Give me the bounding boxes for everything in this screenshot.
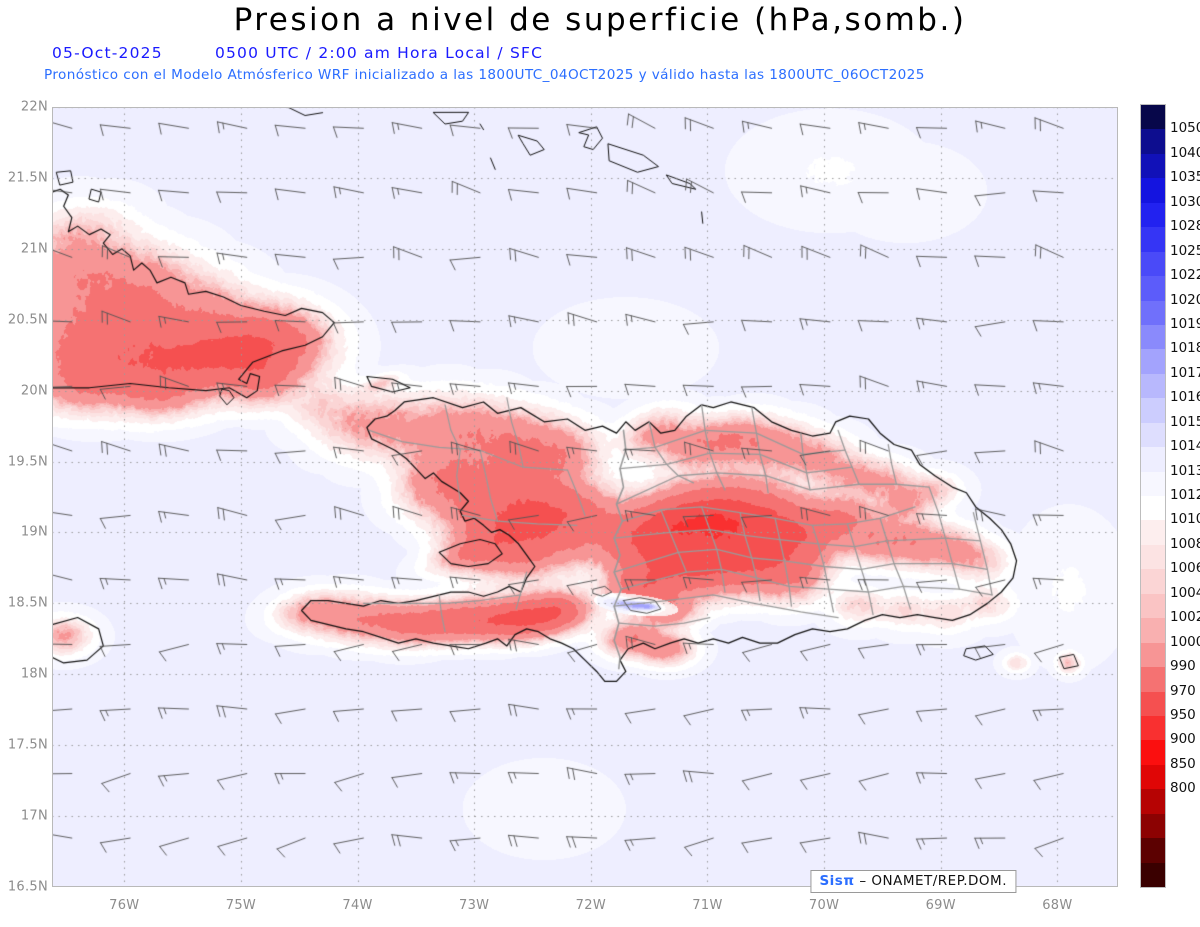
colorbar-tick-label: 1014: [1170, 438, 1200, 455]
colorbar-tick-label: 1028: [1170, 218, 1200, 235]
y-axis-tick-label: 21.5N: [7, 170, 48, 186]
colorbar-swatch: [1141, 300, 1165, 325]
colorbar-swatch: [1141, 764, 1165, 790]
y-axis-tick-label: 17.5N: [7, 737, 48, 753]
colorbar-swatch: [1141, 862, 1165, 887]
colorbar-swatch: [1141, 813, 1165, 839]
colorbar-tick-label: 1017: [1170, 364, 1200, 381]
colorbar-tick-label: 1030: [1170, 193, 1200, 210]
colorbar-swatch: [1141, 544, 1165, 570]
colorbar-tick-label: 1008: [1170, 535, 1200, 552]
colorbar-swatch: [1141, 667, 1165, 692]
colorbar-swatch: [1141, 324, 1165, 350]
colorbar-swatch: [1141, 520, 1165, 545]
colorbar-swatch: [1141, 373, 1165, 399]
colorbar-tick-label: 850: [1170, 755, 1196, 772]
colorbar-tick-label: 970: [1170, 682, 1196, 699]
colorbar-tick-label: 1022: [1170, 267, 1200, 284]
colorbar-tick-label: 900: [1170, 731, 1196, 748]
colorbar: [1140, 104, 1166, 888]
y-axis-tick-label: 20N: [20, 383, 48, 399]
colorbar-tick-label: 1012: [1170, 487, 1200, 503]
colorbar-tick-label: 1010: [1170, 511, 1200, 528]
colorbar-swatch: [1141, 618, 1165, 643]
y-axis-tick-label: 17N: [20, 808, 48, 824]
colorbar-swatch: [1141, 398, 1165, 423]
colorbar-tick-label: 1050: [1170, 120, 1200, 137]
colorbar-tick-label: 1025: [1170, 242, 1200, 259]
colorbar-swatch: [1141, 251, 1165, 277]
y-axis-tick-label: 21N: [20, 241, 48, 257]
colorbar-tick-label: 950: [1170, 706, 1196, 723]
x-axis-tick-label: 73W: [459, 898, 490, 913]
x-axis-tick-label: 70W: [808, 898, 840, 913]
logo-pi-symbol: π: [843, 873, 855, 889]
colorbar-tick-label: 1035: [1170, 169, 1200, 186]
y-axis-tick-label: 19N: [20, 524, 48, 540]
agency-logo: Sisπ – ONAMET/REP.DOM.: [810, 870, 1016, 893]
colorbar-swatch: [1141, 227, 1165, 252]
colorbar-swatch: [1141, 422, 1165, 448]
x-axis-tick-label: 68W: [1042, 898, 1073, 913]
y-axis-tick-label: 18N: [20, 666, 48, 682]
y-axis-tick-label: 22N: [20, 99, 48, 115]
colorbar-tick-label: 1018: [1170, 340, 1200, 357]
x-axis-tick-label: 75W: [225, 898, 257, 913]
colorbar-tick-label: 1019: [1170, 315, 1200, 332]
colorbar-tick-label: 800: [1170, 780, 1196, 797]
colorbar-swatch: [1141, 178, 1165, 203]
colorbar-swatch: [1141, 593, 1165, 619]
colorbar-swatch: [1141, 642, 1165, 668]
x-axis-tick-label: 71W: [692, 898, 723, 913]
colorbar-tick-label: 1020: [1170, 291, 1200, 308]
logo-org-text: – ONAMET/REP.DOM.: [859, 873, 1007, 889]
colorbar-swatch: [1141, 691, 1165, 716]
colorbar-swatch: [1141, 496, 1165, 521]
y-axis-tick-label: 16.5N: [7, 879, 48, 895]
colorbar-swatch: [1141, 105, 1165, 130]
y-axis-tick-label: 19.5N: [7, 454, 48, 470]
colorbar-swatch: [1141, 276, 1165, 301]
forecast-description: Pronóstico con el Modelo Atmósferico WRF…: [44, 67, 925, 83]
colorbar-swatch: [1141, 569, 1165, 594]
map-plot-area: [52, 107, 1118, 887]
colorbar-tick-label: 1015: [1170, 413, 1200, 430]
colorbar-tick-label: 1016: [1170, 389, 1200, 406]
x-axis-tick-label: 69W: [925, 898, 956, 913]
colorbar-swatch: [1141, 129, 1165, 154]
colorbar-tick-label: 1040: [1170, 144, 1200, 161]
colorbar-swatch: [1141, 740, 1165, 765]
y-axis-tick-label: 18.5N: [7, 595, 48, 611]
colorbar-tick-label: 1006: [1170, 560, 1200, 577]
colorbar-tick-label: 1013: [1170, 462, 1200, 479]
x-axis-tick-label: 72W: [575, 898, 606, 913]
colorbar-swatch: [1141, 789, 1165, 814]
forecast-time: 0500 UTC / 2:00 am Hora Local / SFC: [214, 44, 544, 62]
colorbar-tick-label: 1000: [1170, 633, 1200, 650]
forecast-date: 05-Oct-2025: [52, 44, 163, 62]
logo-sis-text: Sis: [819, 873, 844, 889]
page-title: Presion a nivel de superficie (hPa,somb.…: [233, 2, 967, 38]
colorbar-swatch: [1141, 471, 1165, 496]
x-axis-tick-label: 74W: [342, 898, 373, 913]
colorbar-swatch: [1141, 838, 1165, 863]
colorbar-swatch: [1141, 153, 1165, 179]
y-axis-tick-label: 20.5N: [7, 312, 48, 328]
subtitle-row: 05-Oct-2025 0500 UTC / 2:00 am Hora Loca…: [52, 44, 543, 62]
colorbar-swatch: [1141, 715, 1165, 741]
colorbar-swatch: [1141, 447, 1165, 472]
colorbar-tick-label: 1004: [1170, 584, 1200, 601]
colorbar-swatch: [1141, 202, 1165, 228]
x-axis-tick-label: 76W: [109, 898, 140, 913]
colorbar-swatch: [1141, 349, 1165, 374]
gridline-layer: [52, 107, 1118, 887]
colorbar-tick-label: 1002: [1170, 609, 1200, 626]
colorbar-tick-label: 990: [1170, 658, 1196, 675]
